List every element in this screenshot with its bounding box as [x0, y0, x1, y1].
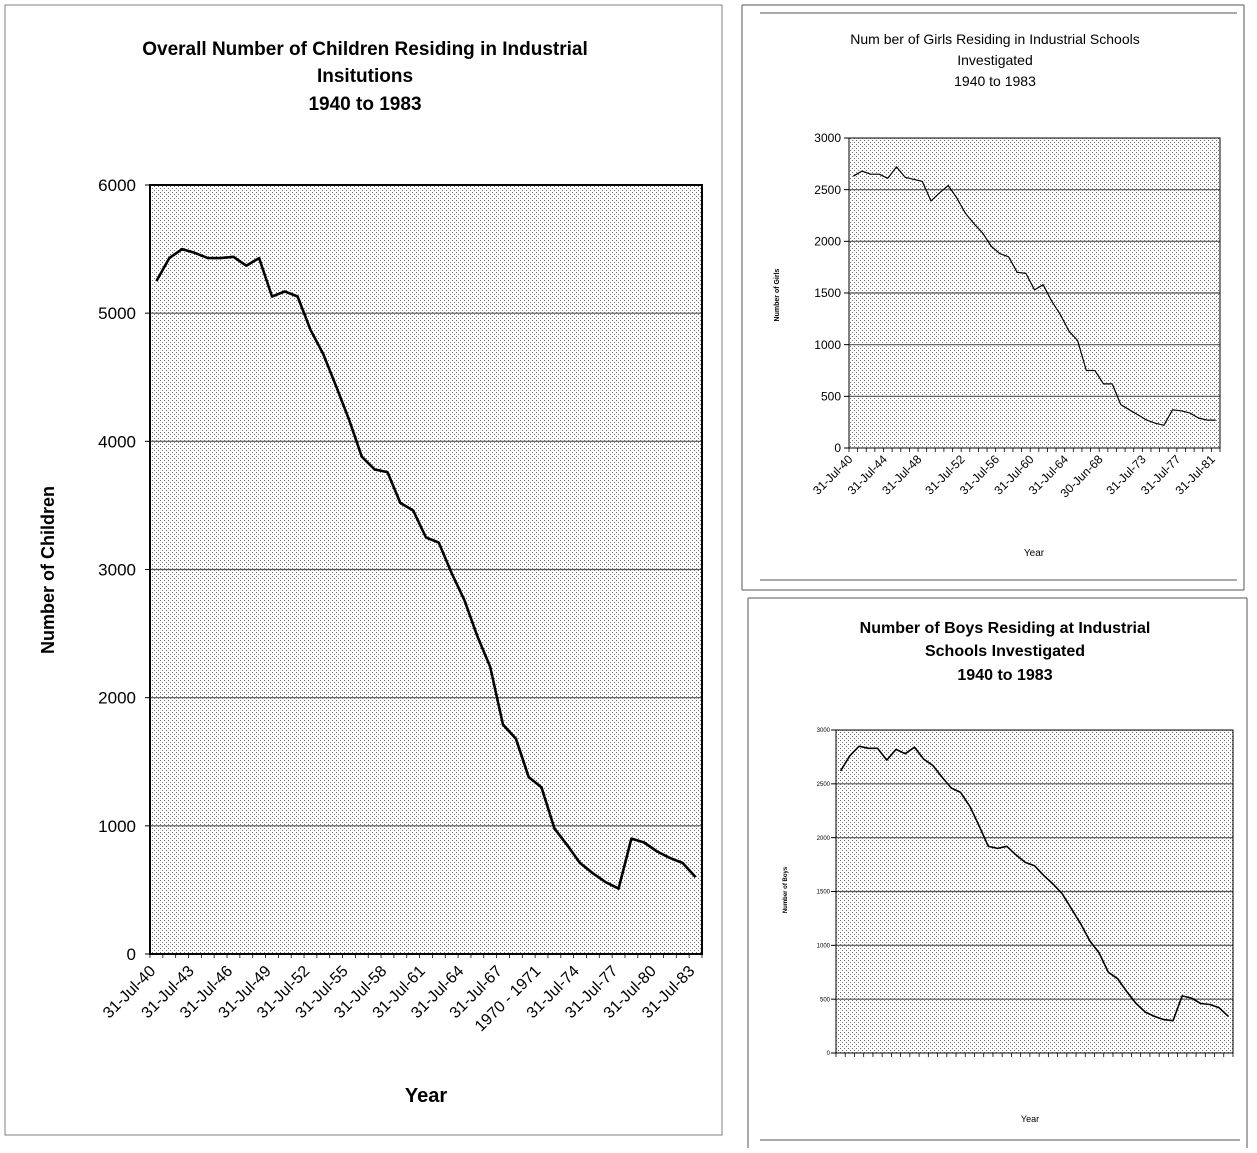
- y-tick-label: 5000: [98, 304, 136, 323]
- y-tick-label: 1000: [98, 817, 136, 836]
- plot-border: [835, 729, 1234, 1054]
- x-axis-label: Year: [1021, 1114, 1039, 1124]
- y-tick-label: 6000: [98, 176, 136, 195]
- y-tick-label: 1500: [817, 890, 831, 896]
- y-tick-label: 2000: [814, 235, 841, 249]
- y-tick-label: 1500: [814, 286, 841, 300]
- y-tick-label: 500: [821, 390, 841, 404]
- chart-title-line-2: Investigated: [957, 52, 1033, 68]
- plot-area-boys: 0 500 1000 1500 2000 2500 3000: [817, 728, 1234, 1057]
- y-tick-label: 500: [820, 997, 831, 1003]
- y-tick-label: 2000: [98, 689, 136, 708]
- chart-panel-boys: Number of Boys Residing at Industrial Sc…: [747, 597, 1248, 1148]
- y-tick-label: 3000: [817, 728, 831, 734]
- y-tick-label: 2500: [814, 183, 841, 197]
- chart-panel-girls: Num ber of Girls Residing in Industrial …: [741, 4, 1245, 591]
- chart-title-line-1: Num ber of Girls Residing in Industrial …: [850, 31, 1139, 47]
- y-tick-label: 4000: [98, 432, 136, 451]
- y-tick-label: 2500: [817, 782, 831, 788]
- chart-title-line-1: Overall Number of Children Residing in I…: [142, 39, 588, 60]
- y-tick-label: 1000: [817, 943, 831, 949]
- chart-frame-overall: [4, 4, 723, 1136]
- chart-title-line-3: 1940 to 1983: [954, 73, 1036, 89]
- x-axis-label: Year: [1024, 548, 1045, 559]
- y-axis-label: Number of Children: [38, 486, 58, 654]
- y-tick-label: 0: [127, 945, 136, 964]
- chart-panel-overall: Overall Number of Children Residing in I…: [4, 4, 723, 1136]
- plot-area-overall: 010002000300040005000600031-Jul-4031-Jul…: [98, 176, 703, 1035]
- chart-title-line-3: 1940 to 1983: [308, 94, 421, 115]
- y-tick-label: 1000: [814, 338, 841, 352]
- y-tick-label: 0: [834, 441, 841, 455]
- y-tick-label: 3000: [814, 131, 841, 145]
- chart-title-line-3: 1940 to 1983: [957, 667, 1052, 684]
- plot-border: [848, 137, 1221, 449]
- y-tick-label: 0: [827, 1051, 831, 1057]
- chart-title-line-2: Schools Investigated: [925, 643, 1085, 660]
- plot-border: [149, 184, 703, 955]
- plot-area-girls: 05001000150020002500300031-Jul-4031-Jul-…: [810, 131, 1221, 500]
- y-tick-label: 3000: [98, 560, 136, 579]
- chart-title-line-1: Number of Boys Residing at Industrial: [860, 620, 1151, 637]
- chart-title-line-2: Insitutions: [317, 66, 413, 87]
- y-axis-label: Number of Girls: [774, 268, 781, 321]
- x-axis-label: Year: [405, 1085, 447, 1107]
- y-axis-label: Number of Boys: [783, 866, 789, 913]
- y-tick-label: 2000: [817, 836, 831, 842]
